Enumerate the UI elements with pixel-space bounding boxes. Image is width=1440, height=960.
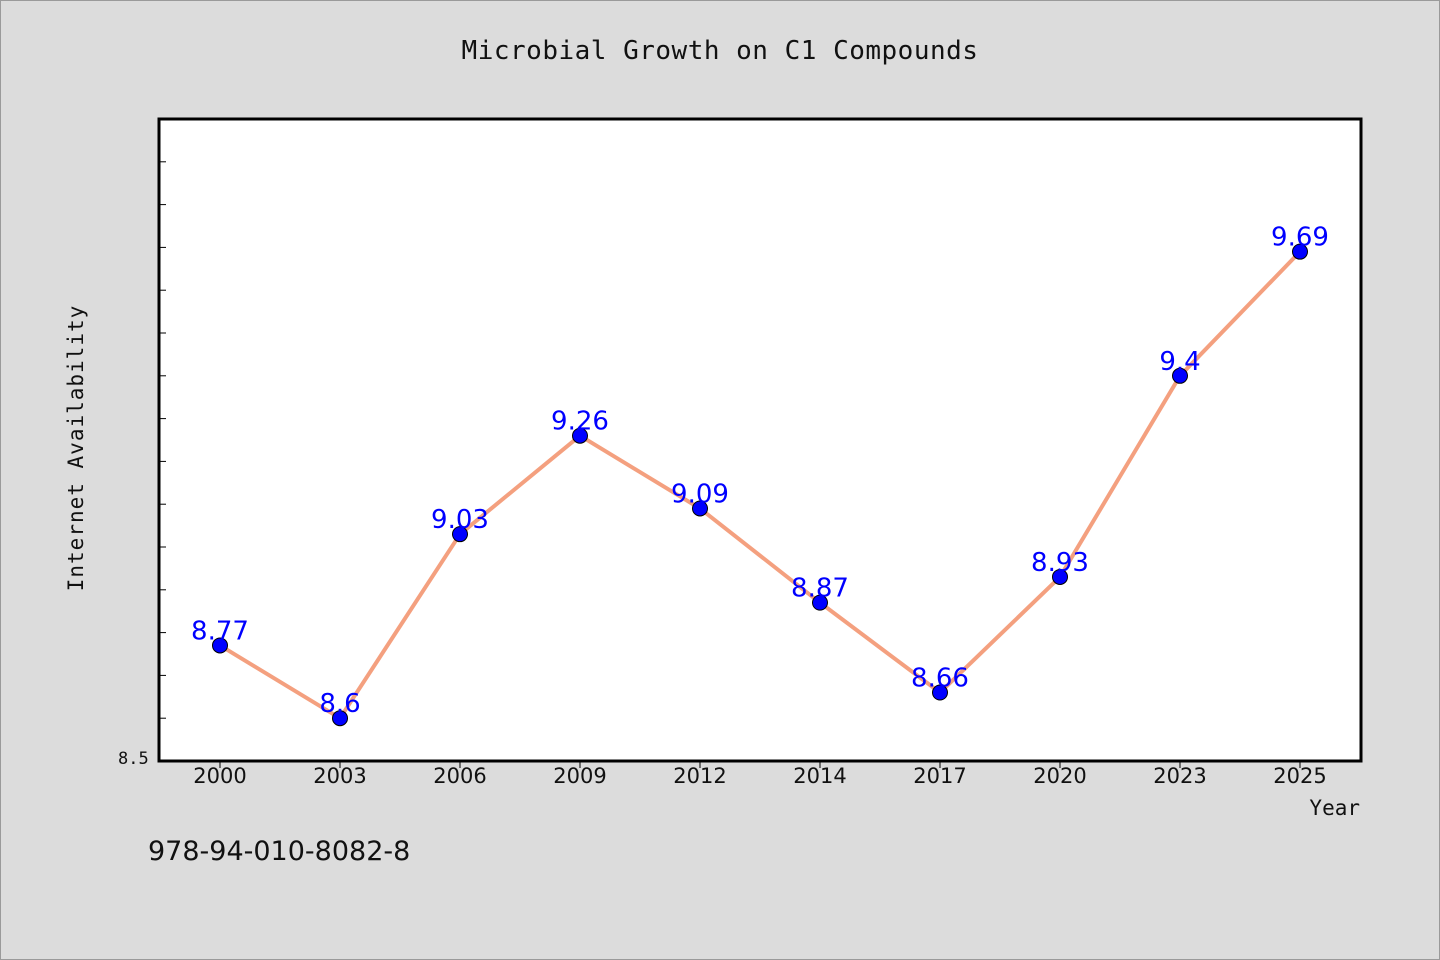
data-label: 9.69 [1271,223,1329,253]
chart-title: Microbial Growth on C1 Compounds [461,36,979,66]
data-points [212,243,1308,727]
data-label: 8.77 [191,616,249,646]
footer-id-text: 978-94-010-8082-8 [148,836,411,867]
x-axis-ticks [219,761,1301,768]
x-tick-label: 2014 [793,764,846,788]
y-axis-label: Internet Availability [64,304,88,592]
x-tick-label: 2025 [1273,764,1326,788]
x-tick-label: 2023 [1153,764,1206,788]
data-label: 9.03 [431,505,489,535]
data-label: 9.26 [551,407,609,437]
x-tick-label: 2006 [433,764,486,788]
data-label: 8.6 [319,689,360,719]
data-label: 8.93 [1031,548,1089,578]
x-tick-label: 2009 [553,764,606,788]
x-tick-label: 2000 [193,764,246,788]
y-axis-ticks [159,161,166,719]
data-point [1292,243,1308,260]
data-point [332,710,348,727]
x-axis-label: Year [1309,796,1360,820]
data-point [452,526,468,543]
data-label: 9.4 [1159,347,1200,377]
data-series [218,250,1302,721]
data-point [212,637,228,654]
y-tick-label: 8.5 [118,749,149,769]
data-point [1052,568,1068,585]
plot-area [157,117,1363,763]
x-tick-label: 2003 [313,764,366,788]
x-tick-label: 2012 [673,764,726,788]
x-tick-labels: 2000 2003 2006 2009 2012 2014 2017 2020 2023 2025 [193,764,1326,788]
data-label: 8.87 [791,574,849,604]
data-labels: 8.77 8.6 9.03 9.26 9.09 8.87 8.66 8.93 9.4 9.69 [191,223,1329,720]
data-point [572,427,588,444]
data-label: 9.09 [671,479,729,509]
x-tick-label: 2020 [1033,764,1086,788]
data-point [1172,367,1188,384]
data-point [692,500,708,517]
data-point [812,594,828,611]
data-label: 8.66 [911,664,969,694]
data-point [932,684,948,701]
series-line [218,250,1302,721]
x-tick-label: 2017 [913,764,966,788]
